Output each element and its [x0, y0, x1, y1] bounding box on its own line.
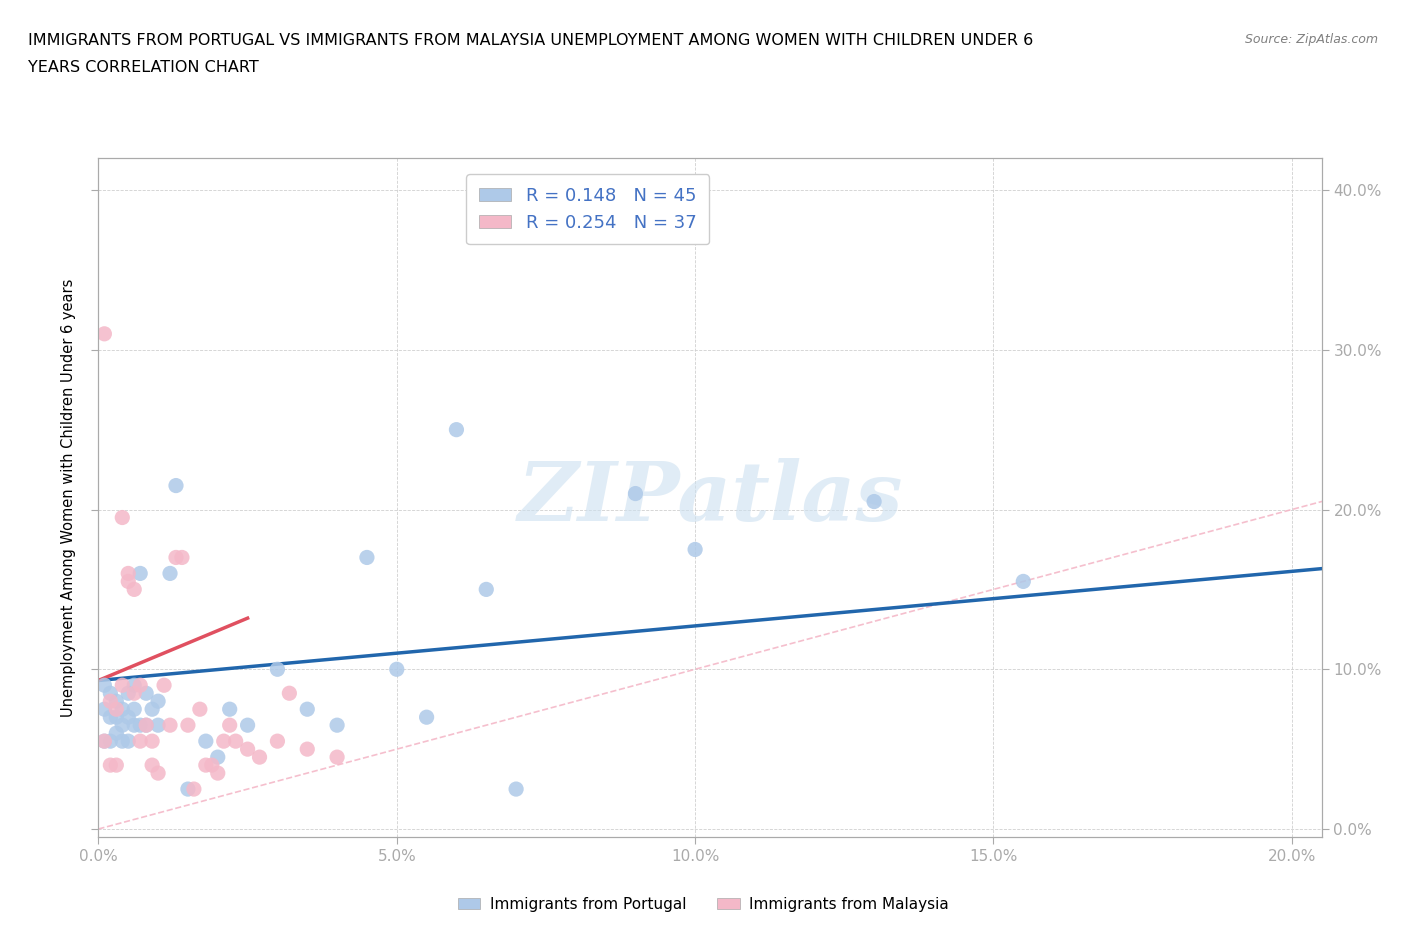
Point [93, 678, 115, 693]
Point [266, 734, 288, 749]
Point [278, 685, 301, 700]
Point [105, 710, 128, 724]
Point [141, 734, 163, 749]
Point [863, 494, 886, 509]
Point [297, 702, 319, 717]
Text: IMMIGRANTS FROM PORTUGAL VS IMMIGRANTS FROM MALAYSIA UNEMPLOYMENT AMONG WOMEN WI: IMMIGRANTS FROM PORTUGAL VS IMMIGRANTS F… [28, 33, 1033, 47]
Point [159, 566, 181, 581]
Point [135, 718, 157, 733]
Point [117, 574, 139, 589]
Point [141, 702, 163, 717]
Point [122, 718, 145, 733]
Point [111, 678, 134, 693]
Point [93, 326, 115, 341]
Point [385, 662, 408, 677]
Point [122, 685, 145, 700]
Point [201, 758, 224, 773]
Point [117, 685, 139, 700]
Point [122, 582, 145, 597]
Point [415, 710, 437, 724]
Point [146, 694, 169, 709]
Point [98, 685, 121, 700]
Point [159, 718, 181, 733]
Point [505, 781, 527, 796]
Point [146, 765, 169, 780]
Y-axis label: Unemployment Among Women with Children Under 6 years: Unemployment Among Women with Children U… [60, 278, 76, 717]
Point [207, 750, 229, 764]
Legend: Immigrants from Portugal, Immigrants from Malaysia: Immigrants from Portugal, Immigrants fro… [451, 891, 955, 918]
Point [111, 510, 134, 525]
Point [194, 758, 217, 773]
Point [356, 550, 378, 565]
Point [105, 758, 128, 773]
Point [326, 718, 349, 733]
Point [266, 662, 288, 677]
Point [624, 486, 647, 501]
Point [207, 765, 229, 780]
Point [326, 750, 349, 764]
Point [165, 550, 187, 565]
Point [111, 702, 134, 717]
Point [93, 734, 115, 749]
Point [177, 718, 200, 733]
Point [212, 734, 235, 749]
Point [1012, 574, 1035, 589]
Point [122, 678, 145, 693]
Point [117, 734, 139, 749]
Point [218, 718, 240, 733]
Point [249, 750, 271, 764]
Point [236, 742, 259, 757]
Point [98, 734, 121, 749]
Point [683, 542, 706, 557]
Point [105, 694, 128, 709]
Text: YEARS CORRELATION CHART: YEARS CORRELATION CHART [28, 60, 259, 75]
Text: Source: ZipAtlas.com: Source: ZipAtlas.com [1244, 33, 1378, 46]
Point [105, 702, 128, 717]
Point [165, 478, 187, 493]
Point [446, 422, 468, 437]
Point [111, 718, 134, 733]
Point [129, 734, 152, 749]
Point [183, 781, 205, 796]
Text: ZIPatlas: ZIPatlas [517, 458, 903, 538]
Point [177, 781, 200, 796]
Point [98, 694, 121, 709]
Point [475, 582, 498, 597]
Point [93, 734, 115, 749]
Point [225, 734, 247, 749]
Point [297, 742, 319, 757]
Point [188, 702, 211, 717]
Point [117, 710, 139, 724]
Legend: R = 0.148   N = 45, R = 0.254   N = 37: R = 0.148 N = 45, R = 0.254 N = 37 [467, 174, 709, 245]
Point [153, 678, 176, 693]
Point [236, 718, 259, 733]
Point [218, 702, 240, 717]
Point [122, 702, 145, 717]
Point [135, 685, 157, 700]
Point [111, 734, 134, 749]
Point [117, 566, 139, 581]
Point [129, 718, 152, 733]
Point [141, 758, 163, 773]
Point [98, 758, 121, 773]
Point [194, 734, 217, 749]
Point [170, 550, 193, 565]
Point [98, 710, 121, 724]
Point [146, 718, 169, 733]
Point [129, 566, 152, 581]
Point [93, 702, 115, 717]
Point [129, 678, 152, 693]
Point [105, 725, 128, 740]
Point [135, 718, 157, 733]
